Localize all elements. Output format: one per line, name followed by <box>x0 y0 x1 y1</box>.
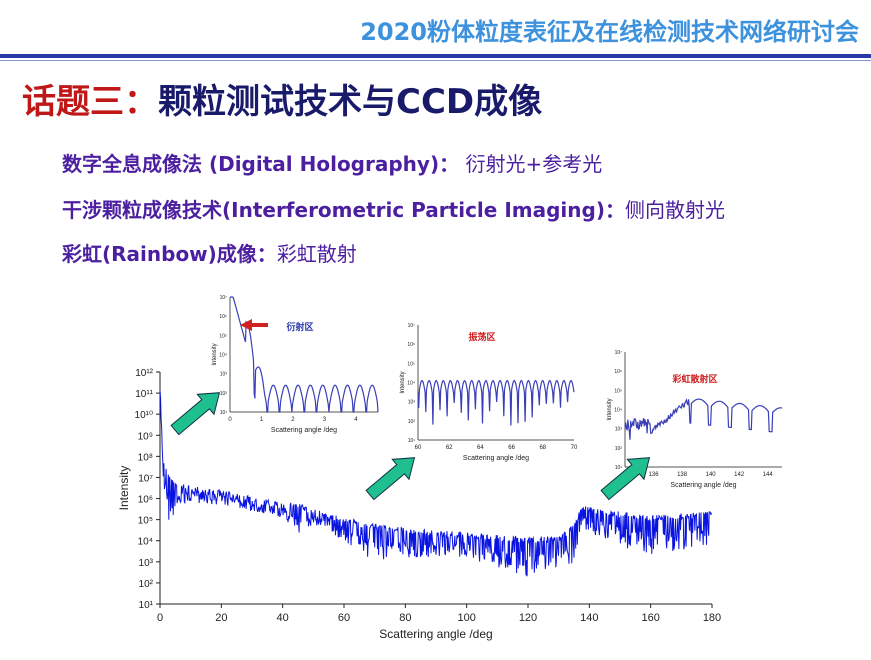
bullet-holography: 数字全息成像法 (Digital Holography)： 衍射光+参考光 <box>62 148 602 177</box>
inset-curve <box>417 379 575 426</box>
bullet-term: 彩虹(Rainbow)成像： <box>62 242 277 266</box>
y-tick-label: 10¹ <box>139 600 154 611</box>
y-tick-label: 10¹² <box>135 368 153 379</box>
inset-x-tick-label: 1 <box>260 417 264 423</box>
inset-y-tick-label: 10⁷ <box>408 323 416 329</box>
inset-y-tick-label: 10³ <box>615 427 623 433</box>
x-tick-label: 160 <box>641 612 659 624</box>
inset-curve <box>230 296 379 413</box>
y-tick-label: 10¹⁰ <box>135 410 153 421</box>
inset-y-tick-label: 10⁷ <box>615 350 623 356</box>
x-tick-label: 20 <box>215 612 227 624</box>
y-tick-label: 10⁷ <box>138 473 153 484</box>
intensity-curve <box>159 390 712 577</box>
x-tick-label: 80 <box>399 612 411 624</box>
inset-y-tick-label: 10⁴ <box>407 381 415 387</box>
green-arrow-icon <box>170 392 221 436</box>
y-tick-label: 10³ <box>139 558 154 569</box>
inset-x-tick-label: 142 <box>734 472 745 478</box>
inset-x-tick-label: 64 <box>477 445 484 451</box>
inset-y-tick-label: 10² <box>615 446 623 452</box>
x-tick-label: 60 <box>338 612 350 624</box>
x-tick-label: 100 <box>457 612 475 624</box>
inset-y-tick-label: 10⁵ <box>407 361 415 367</box>
y-tick-label: 10⁸ <box>138 452 153 463</box>
y-axis-label: Intensity <box>117 466 131 511</box>
inset-y-tick-label: 10⁶ <box>407 342 415 348</box>
bullet-desc: 彩虹散射 <box>276 242 357 266</box>
inset-x-tick-label: 0 <box>228 417 232 423</box>
inset-x-axis-label: Scattering angle /deg <box>271 427 337 434</box>
x-tick-label: 40 <box>277 612 289 624</box>
inset-x-tick-label: 60 <box>415 445 422 451</box>
header-divider-thin <box>0 60 871 61</box>
inset-x-tick-label: 70 <box>571 445 578 451</box>
inset-x-tick-label: 144 <box>763 472 774 478</box>
inset-y-tick-label: 10³ <box>220 372 228 378</box>
inset-x-tick-label: 3 <box>323 417 327 423</box>
bullet-desc: 衍射光+参考光 <box>465 152 603 176</box>
green-arrow-icon <box>365 457 416 501</box>
inset-y-tick-label: 10⁴ <box>219 353 227 359</box>
inset-x-tick-label: 138 <box>677 472 688 478</box>
inset-x-tick-label: 62 <box>446 445 453 451</box>
slide-title: 话题三：颗粒测试技术与CCD成像 <box>22 74 542 123</box>
inset-x-tick-label: 136 <box>649 472 660 478</box>
inset-y-tick-label: 10³ <box>408 400 416 406</box>
inset-curve <box>624 397 783 440</box>
inset-y-tick-label: 10¹ <box>408 438 416 444</box>
x-tick-label: 140 <box>580 612 598 624</box>
y-tick-label: 10⁵ <box>138 516 153 527</box>
inset-y-tick-label: 10⁶ <box>614 369 622 375</box>
inset-x-tick-label: 2 <box>291 417 295 423</box>
inset-y-tick-label: 10¹ <box>615 465 623 471</box>
x-axis-label: Scattering angle /deg <box>379 627 492 641</box>
inset-y-axis-label: Intensity <box>212 343 218 365</box>
inset-y-tick-label: 10⁶ <box>219 314 227 320</box>
inset-annotation: 衍射区 <box>285 321 313 332</box>
bullet-term: 干涉颗粒成像技术(Interferometric Particle Imagin… <box>62 198 625 222</box>
inset-y-tick-label: 10⁵ <box>219 333 227 339</box>
bullet-desc: 侧向散射光 <box>624 198 725 222</box>
inset-y-tick-label: 10⁵ <box>614 388 622 394</box>
y-tick-label: 10⁴ <box>138 537 153 548</box>
y-tick-label: 10⁶ <box>138 495 153 506</box>
inset-y-tick-label: 10² <box>408 419 416 425</box>
bullet-rainbow: 彩虹(Rainbow)成像：彩虹散射 <box>62 238 357 267</box>
topic-label: 话题三： <box>22 82 158 122</box>
header-divider <box>0 54 871 58</box>
bullet-term: 数字全息成像法 (Digital Holography)： <box>62 152 460 176</box>
inset-y-axis-label: Intensity <box>607 398 613 420</box>
inset-annotation: 彩虹散射区 <box>671 373 717 384</box>
inset-x-tick-label: 66 <box>508 445 515 451</box>
y-tick-label: 10² <box>139 579 154 590</box>
bullet-ipi: 干涉颗粒成像技术(Interferometric Particle Imagin… <box>62 194 725 223</box>
inset-x-tick-label: 140 <box>706 472 717 478</box>
x-tick-label: 120 <box>519 612 537 624</box>
inset-annotation: 振荡区 <box>468 331 495 342</box>
inset-y-tick-label: 10⁷ <box>220 295 228 301</box>
red-pointer-arrow-icon <box>240 319 268 331</box>
inset-x-tick-label: 68 <box>539 445 546 451</box>
x-tick-label: 0 <box>157 612 163 624</box>
green-arrow-icon <box>600 457 651 501</box>
inset-y-axis-label: Intensity <box>400 371 406 393</box>
x-tick-label: 180 <box>703 612 721 624</box>
inset-y-tick-label: 10² <box>220 391 228 397</box>
inset-y-tick-label: 10¹ <box>220 410 228 416</box>
inset-x-axis-label: Scattering angle /deg <box>670 482 736 489</box>
y-tick-label: 10¹¹ <box>135 389 153 400</box>
topic-title: 颗粒测试技术与CCD成像 <box>158 82 543 122</box>
conference-title: 2020粉体粒度表征及在线检测技术网络研讨会 <box>360 18 859 46</box>
inset-x-tick-label: 4 <box>354 417 358 423</box>
inset-y-tick-label: 10⁴ <box>614 408 622 414</box>
inset-x-axis-label: Scattering angle /deg <box>463 455 529 462</box>
y-tick-label: 10⁹ <box>138 431 153 442</box>
